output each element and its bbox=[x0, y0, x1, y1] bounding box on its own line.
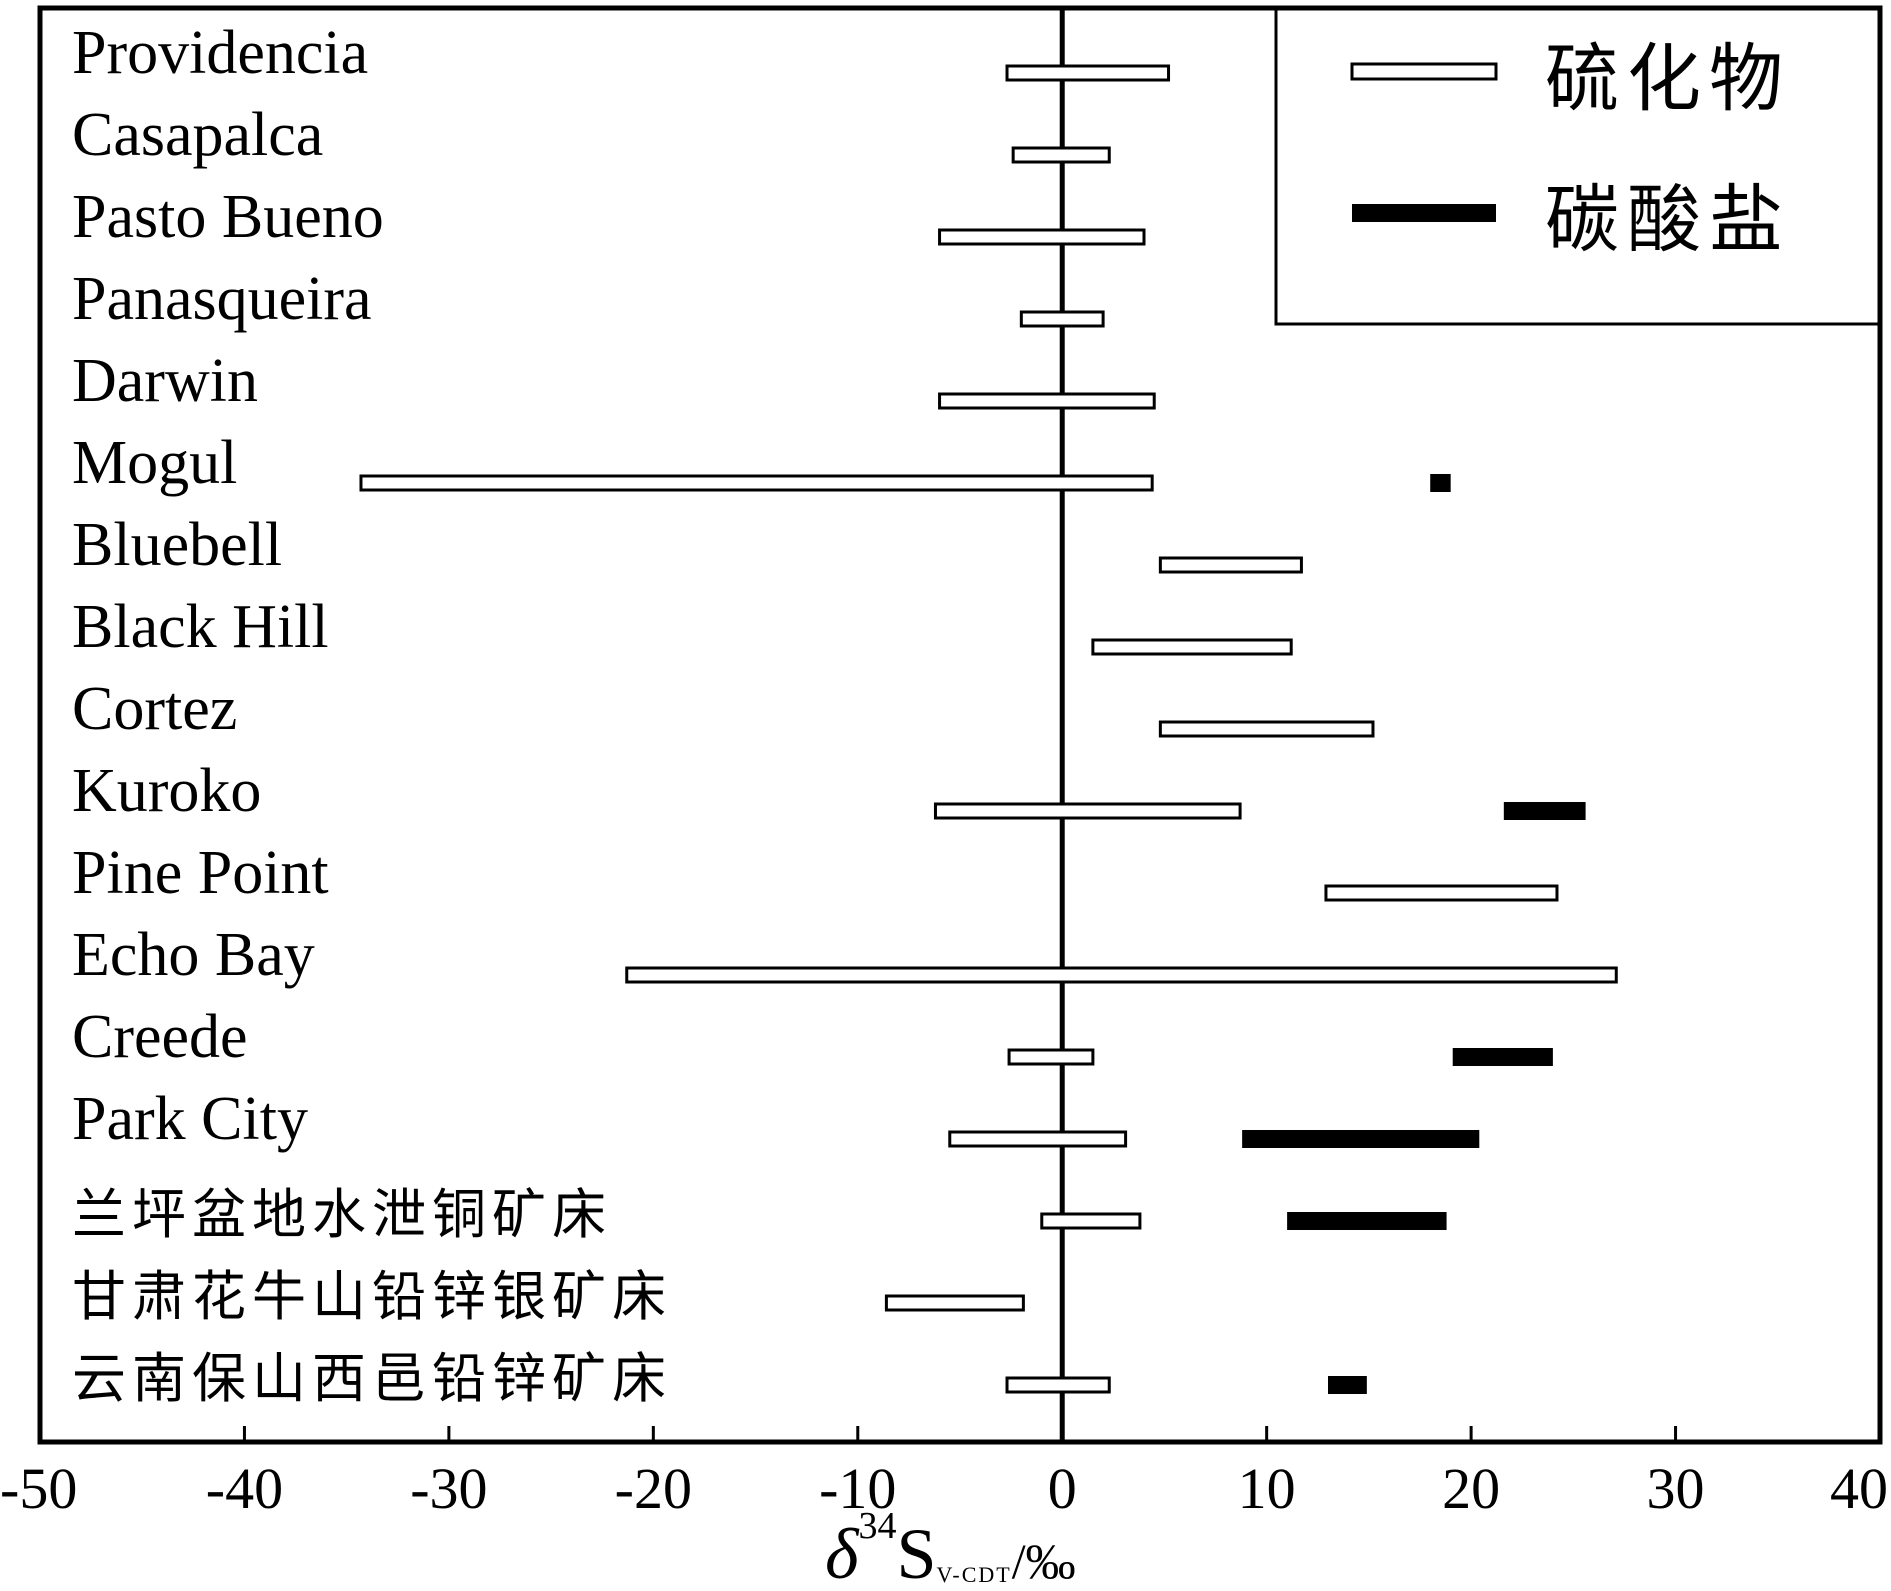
sulfide-range-bar bbox=[948, 1130, 1128, 1148]
carbonate-range-bar bbox=[1328, 1376, 1367, 1394]
sulfide-range-bar bbox=[938, 392, 1156, 410]
x-tick-label-40: 40 bbox=[1830, 1456, 1888, 1521]
category-label: Pasto Bueno bbox=[72, 183, 384, 251]
x-tick-label-10: 10 bbox=[1238, 1456, 1296, 1521]
carbonate-range-bar bbox=[1503, 802, 1586, 820]
x-axis-title-subscript: V-CDT bbox=[937, 1562, 1012, 1587]
carbonate-range-bar bbox=[1287, 1212, 1447, 1230]
x-axis-title-unit: /‰ bbox=[1012, 1533, 1076, 1589]
x-tick-label--40: -40 bbox=[206, 1456, 283, 1521]
category-label: Providencia bbox=[72, 19, 368, 87]
category-label: 甘肃花牛山铅锌银矿床 bbox=[72, 1265, 672, 1328]
category-label: Casapalca bbox=[72, 101, 323, 169]
legend-swatch-sulfide bbox=[1350, 62, 1498, 81]
sulfide-range-bar bbox=[1005, 64, 1171, 82]
plot-frame bbox=[37, 5, 1883, 1445]
legend-swatch-carbonate bbox=[1352, 204, 1496, 222]
x-tick-label-20: 20 bbox=[1442, 1456, 1500, 1521]
category-label: Pine Point bbox=[72, 839, 329, 907]
category-label: Park City bbox=[72, 1085, 308, 1153]
sulfide-range-bar bbox=[1158, 720, 1375, 738]
category-label: 兰坪盆地水泄铜矿床 bbox=[72, 1183, 612, 1246]
category-label: Black Hill bbox=[72, 593, 329, 661]
carbonate-range-bar bbox=[1452, 1048, 1553, 1066]
category-label: 云南保山西邑铅锌矿床 bbox=[72, 1347, 672, 1410]
category-label: Panasqueira bbox=[72, 265, 372, 333]
sulfide-range-bar bbox=[938, 228, 1146, 246]
category-label: Echo Bay bbox=[72, 921, 315, 989]
range-bars bbox=[359, 64, 1618, 1394]
carbonate-range-bar bbox=[1242, 1130, 1480, 1148]
legend: 硫化物 碳酸盐 bbox=[1274, 8, 1880, 326]
x-axis-title: δ34SV-CDT/‰ bbox=[825, 1505, 1076, 1591]
sulfide-range-bar bbox=[359, 474, 1154, 492]
x-tick-label--50: -50 bbox=[0, 1456, 77, 1521]
sulfide-range-bar bbox=[1007, 1048, 1095, 1066]
carbonate-range-bar bbox=[1430, 474, 1451, 492]
x-tick-label-30: 30 bbox=[1647, 1456, 1705, 1521]
sulfide-range-bar bbox=[1019, 310, 1105, 328]
sulfide-range-bar bbox=[625, 966, 1618, 984]
category-label: Mogul bbox=[72, 429, 237, 497]
category-labels: Providencia Casapalca Pasto Bueno Panasquei… bbox=[72, 19, 672, 1410]
category-label: Cortez bbox=[72, 675, 237, 743]
category-label: Bluebell bbox=[72, 511, 282, 579]
x-axis-title-symbol: δ bbox=[825, 1514, 860, 1591]
sulfide-range-bar bbox=[884, 1294, 1025, 1312]
sulfide-range-bar bbox=[1324, 884, 1559, 902]
legend-label-sulfide: 硫化物 bbox=[1545, 36, 1791, 122]
sulfide-range-bar bbox=[1158, 556, 1303, 574]
sulfide-range-bar bbox=[933, 802, 1242, 820]
sulfide-range-bar bbox=[1011, 146, 1111, 164]
legend-label-carbonate: 碳酸盐 bbox=[1545, 177, 1791, 263]
category-label: Creede bbox=[72, 1003, 248, 1071]
x-tick-label-0: 0 bbox=[1048, 1456, 1077, 1521]
x-axis-tick-labels: -50 -40 -30 -20 -10 0 10 20 30 40 bbox=[0, 1456, 1888, 1521]
category-label: Kuroko bbox=[72, 757, 261, 825]
x-axis-title-superscript: 34 bbox=[858, 1505, 896, 1547]
sulfide-range-bar bbox=[1091, 638, 1293, 656]
sulfide-range-bar bbox=[1040, 1212, 1142, 1230]
legend-box bbox=[1274, 8, 1880, 326]
x-axis-ticks bbox=[38, 1426, 1882, 1442]
x-tick-label--10: -10 bbox=[819, 1456, 896, 1521]
x-tick-label--30: -30 bbox=[410, 1456, 487, 1521]
sulfide-range-bar bbox=[1005, 1376, 1111, 1394]
x-tick-label--20: -20 bbox=[615, 1456, 692, 1521]
x-axis-title-main: S bbox=[896, 1514, 936, 1591]
category-label: Darwin bbox=[72, 347, 258, 415]
